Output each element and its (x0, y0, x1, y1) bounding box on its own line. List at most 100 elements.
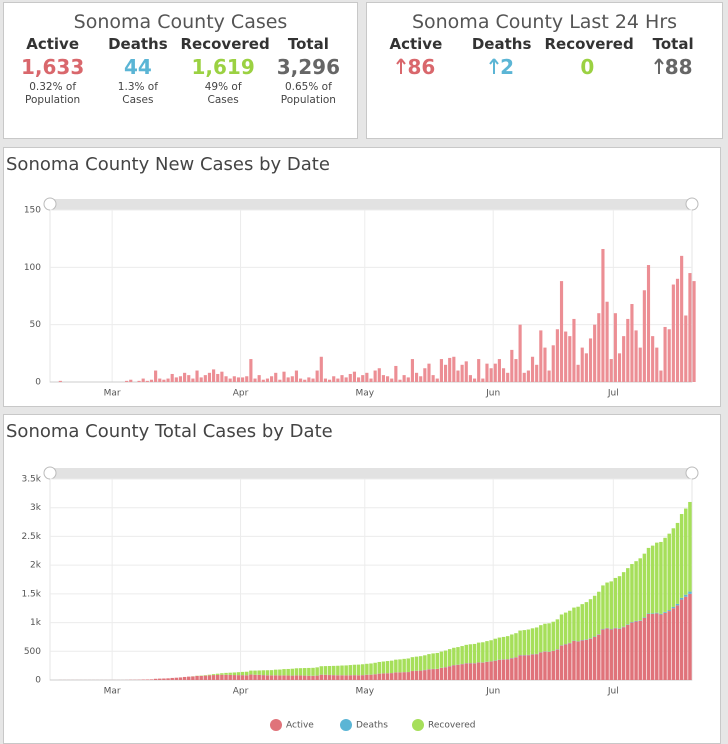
bar-segment (228, 673, 231, 675)
bar (328, 380, 331, 382)
bar-segment (402, 659, 405, 672)
bar-segment (378, 662, 381, 674)
up-arrow (489, 58, 499, 74)
stat-label: Recovered (545, 35, 631, 53)
bar-segment (684, 597, 687, 680)
bar-segment (311, 668, 314, 676)
bar-segment (431, 669, 434, 680)
bar-segment (676, 605, 679, 680)
bar (510, 350, 513, 382)
bar (171, 374, 174, 382)
bar-segment (638, 558, 641, 620)
bar (332, 376, 335, 382)
bar-segment (195, 676, 198, 680)
bar-segment (647, 613, 650, 614)
bar-segment (531, 654, 534, 680)
value-text: 44 (124, 55, 152, 79)
bar-segment (597, 592, 600, 634)
bar-segment (262, 670, 265, 675)
bar (386, 376, 389, 382)
bar (597, 313, 600, 382)
bar-segment (328, 675, 331, 680)
bar (444, 365, 447, 382)
bar (577, 365, 580, 382)
bar-segment (224, 675, 227, 680)
bar-segment (407, 672, 410, 680)
bar-segment (179, 677, 182, 680)
bar (258, 375, 261, 382)
bar-segment (572, 641, 575, 680)
bar (469, 375, 472, 382)
bar-segment (299, 668, 302, 675)
bar-segment (609, 629, 612, 680)
bar (639, 348, 642, 382)
bar-segment (552, 651, 555, 680)
stat-label: Recovered (181, 35, 266, 53)
bar-segment (676, 523, 679, 604)
bar (336, 379, 339, 382)
bar (200, 377, 203, 382)
y-tick-label: 100 (24, 263, 41, 273)
bar-segment (485, 662, 488, 680)
bar (320, 357, 323, 382)
bar-segment (365, 675, 368, 680)
bar-segment (539, 652, 542, 680)
bar (655, 348, 658, 382)
bar (535, 365, 538, 382)
bar-segment (593, 637, 596, 680)
bar-segment (332, 666, 335, 675)
bar-segment (589, 639, 592, 680)
bar (224, 376, 227, 382)
range-slider (50, 199, 692, 210)
bar-segment (643, 554, 646, 618)
bar-segment (228, 675, 231, 680)
bar-segment (456, 647, 459, 665)
bar (150, 380, 153, 382)
bar (548, 371, 551, 382)
bar (676, 279, 679, 382)
bar (626, 319, 629, 382)
bar-segment (489, 662, 492, 680)
x-tick-label: Jun (485, 389, 500, 399)
chart: Sonoma County Total Cases by Date05001k1… (0, 414, 728, 742)
bar (179, 376, 182, 382)
bar (142, 379, 145, 382)
bar-segment (295, 668, 298, 675)
bar (419, 376, 422, 382)
bar-segment (365, 664, 368, 675)
bar-segment (638, 621, 641, 680)
bar-segment (651, 546, 654, 614)
bar (229, 379, 232, 382)
bar-segment (274, 675, 277, 680)
bar-segment (585, 602, 588, 639)
bar-segment (199, 676, 202, 680)
bar-segment (576, 642, 579, 680)
x-tick-label: Mar (104, 687, 121, 697)
bar-segment (436, 669, 439, 680)
bar-segment (547, 623, 550, 651)
bar-segment (564, 644, 567, 680)
bar (340, 375, 343, 382)
bar-segment (651, 614, 654, 680)
bar (241, 377, 244, 382)
bar-segment (552, 622, 555, 651)
bar (477, 359, 480, 382)
bar-segment (568, 611, 571, 643)
bar-segment (477, 662, 480, 680)
y-tick-label: 0 (35, 676, 41, 686)
bar-segment (270, 675, 273, 680)
bar-segment (411, 657, 414, 671)
bar-segment (643, 618, 646, 680)
bar-segment (576, 607, 579, 641)
bar-segment (233, 672, 236, 675)
bar-segment (315, 676, 318, 680)
bar-segment (295, 675, 298, 680)
bar-segment (473, 644, 476, 663)
y-tick-label: 1k (30, 618, 42, 628)
bar-segment (361, 664, 364, 675)
bar (369, 379, 372, 382)
bar-segment (667, 534, 670, 610)
